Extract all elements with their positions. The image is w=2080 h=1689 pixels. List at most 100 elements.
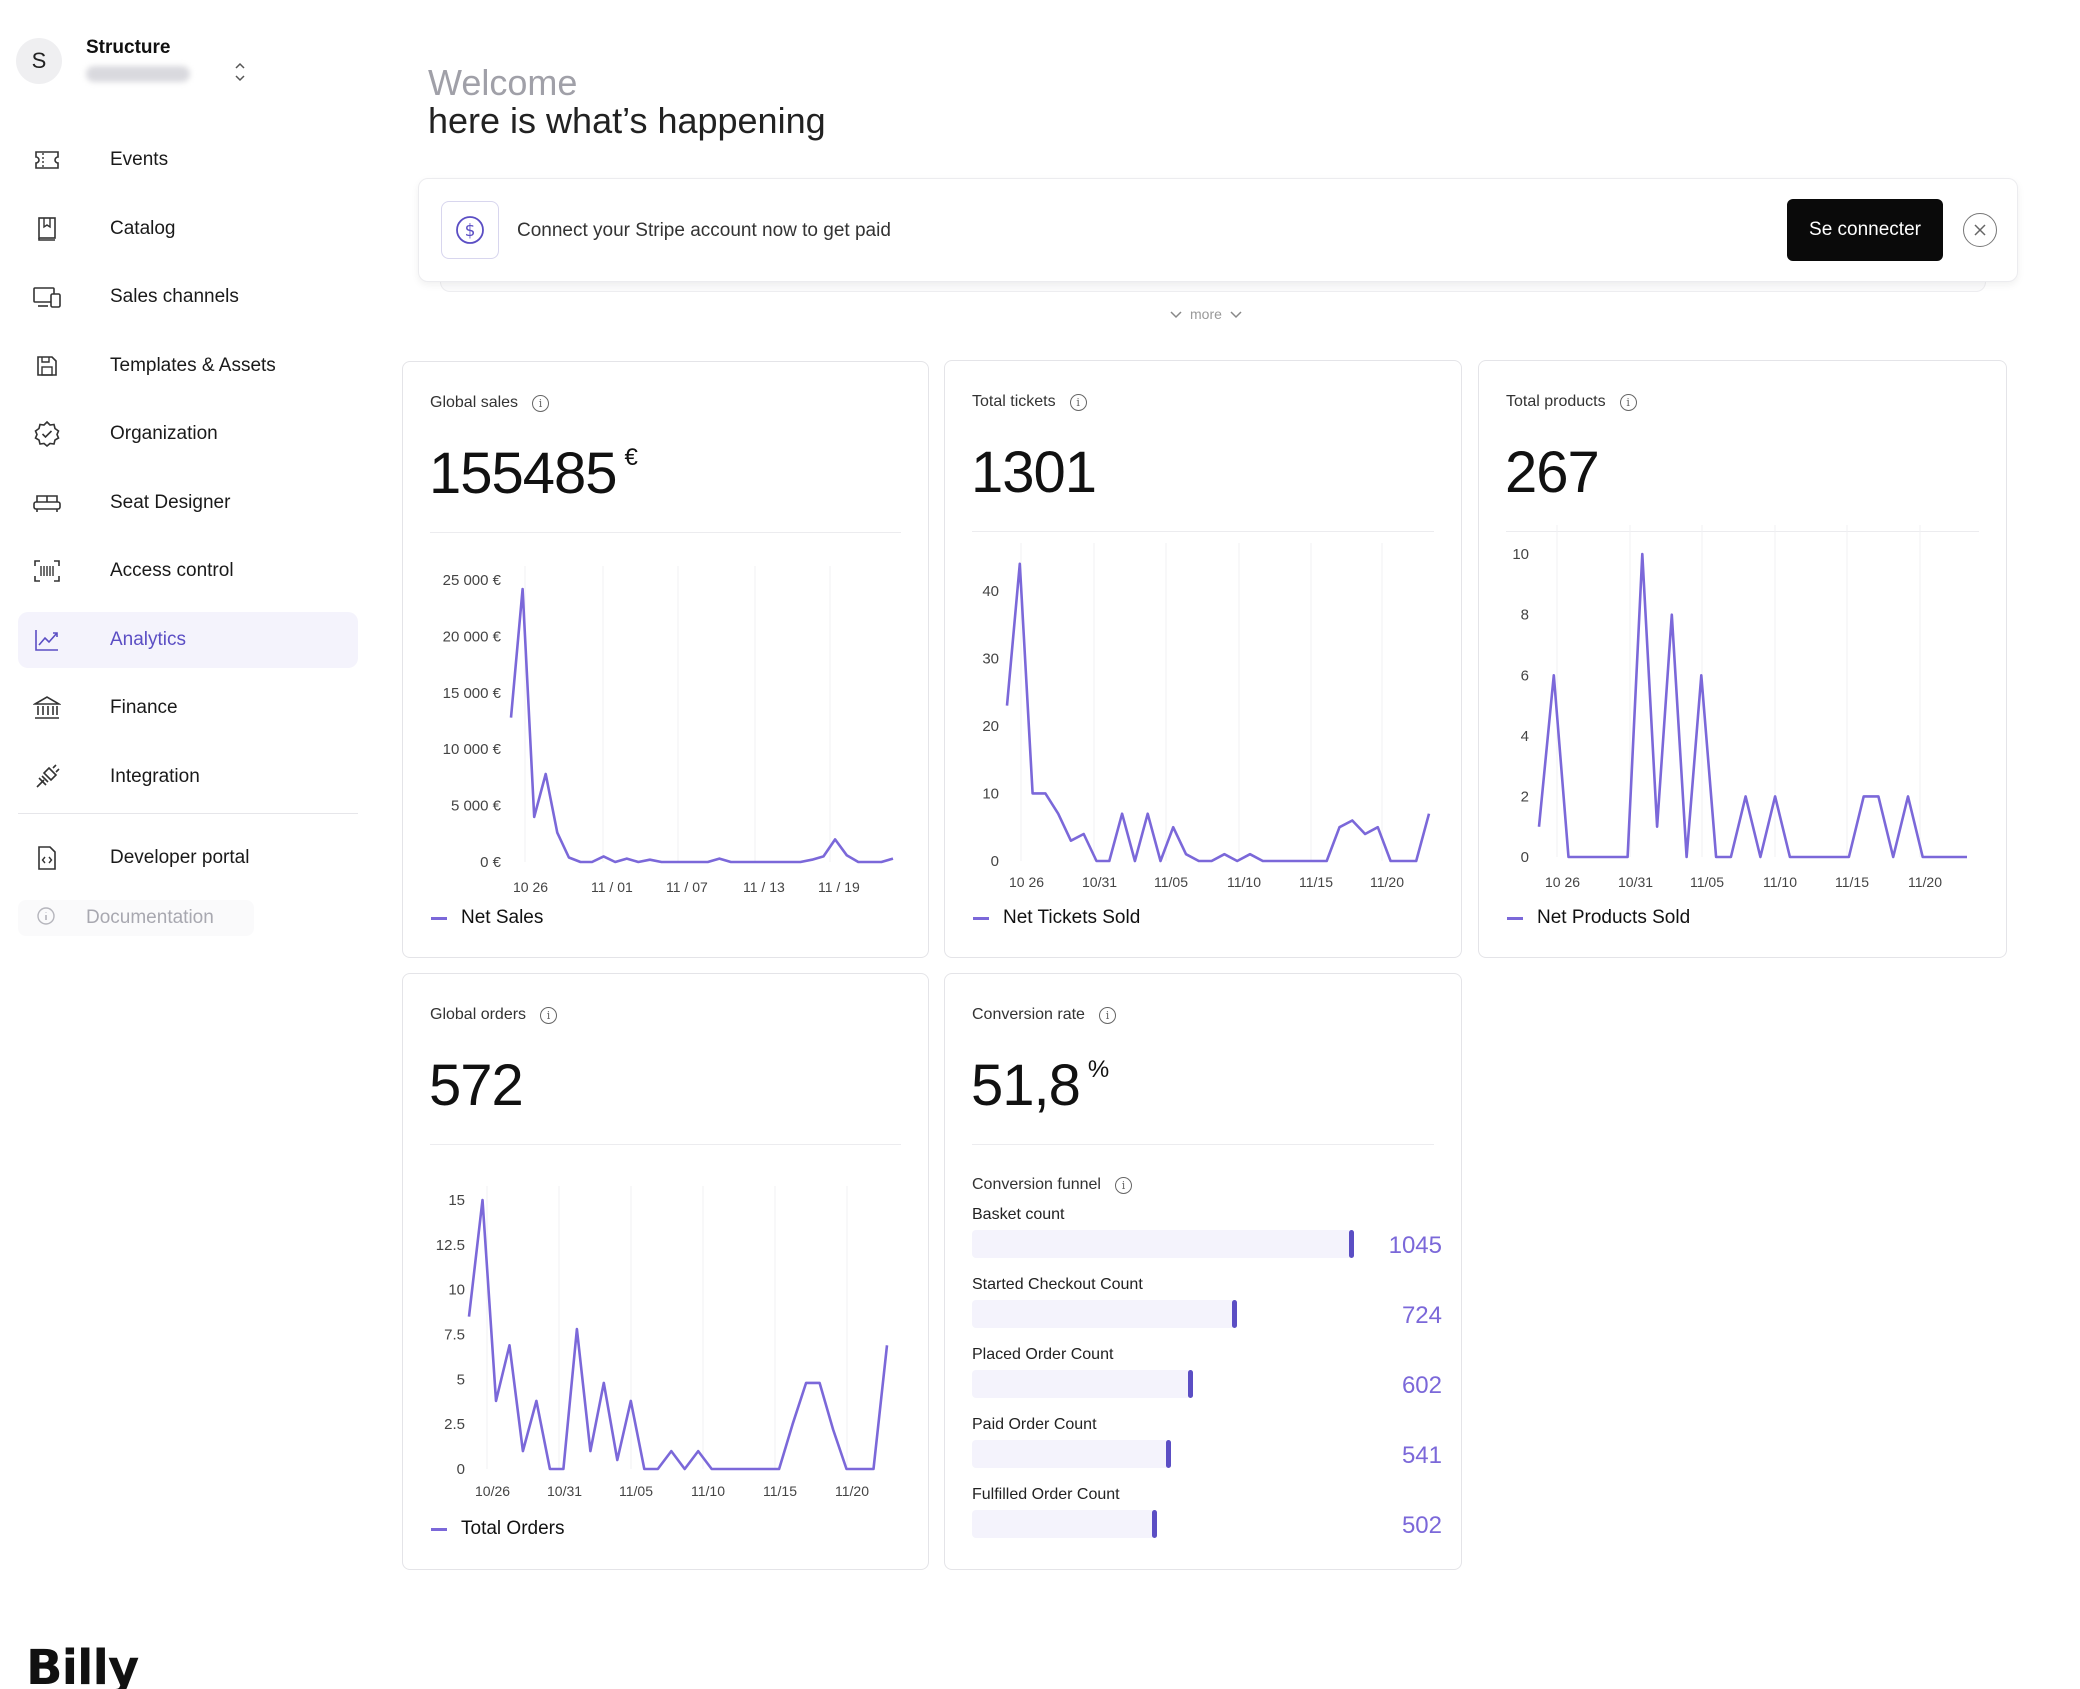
card-value-number: 1301 — [971, 440, 1097, 505]
card-value: 572 — [429, 1052, 524, 1119]
info-icon — [36, 906, 56, 931]
x-tick-label: 10 26 — [1009, 874, 1044, 890]
card-divider — [430, 532, 901, 533]
sidebar-item-templates[interactable]: Templates & Assets — [18, 338, 358, 394]
funnel-bar-end — [1232, 1300, 1238, 1328]
y-tick-label: 0 € — [480, 854, 502, 871]
sales-line-chart: 0 € 5 000 € 10 000 € 15 000 € 20 000 € 25 000… — [443, 566, 894, 895]
sidebar-item-analytics[interactable]: Analytics — [18, 611, 358, 668]
connect-button[interactable]: Se connecter — [1787, 199, 1943, 261]
info-icon[interactable]: i — [1114, 1176, 1132, 1194]
funnel-value: 502 — [1401, 1512, 1442, 1539]
sidebar-item-seat-designer[interactable]: Seat Designer — [18, 475, 358, 531]
info-icon[interactable]: i — [532, 394, 550, 412]
sidebar-item-label: Developer portal — [110, 847, 250, 868]
sidebar-item-sales-channels[interactable]: Sales channels — [18, 269, 358, 325]
sidebar-item-events[interactable]: Events — [18, 132, 358, 188]
x-tick-label: 11 / 19 — [818, 879, 860, 895]
welcome-text: Welcome — [428, 62, 578, 103]
sidebar-item-organization[interactable]: Organization — [18, 406, 358, 462]
funnel-track — [972, 1300, 1238, 1328]
sidebar-item-finance[interactable]: Finance — [18, 680, 358, 736]
total-tickets-card: Total tickets i 1301 0 10 20 30 40 10 26 10/31 1… — [944, 360, 1462, 958]
sidebar-item-label: Finance — [110, 697, 178, 718]
funnel-bar-end — [1187, 1370, 1193, 1398]
conversion-rate-card: Conversion rate i 51,8% Conversion funnel… — [944, 973, 1462, 1570]
info-icon[interactable]: i — [1098, 1006, 1116, 1024]
card-title: Total tickets i — [972, 393, 1087, 411]
info-icon[interactable]: i — [540, 1006, 558, 1024]
y-tick-label: 12.5 — [436, 1237, 465, 1254]
card-value-unit: € — [624, 444, 638, 471]
y-tick-label: 10 — [982, 785, 999, 802]
more-toggle[interactable]: more — [1170, 306, 1242, 322]
funnel-title-text: Conversion funnel — [972, 1176, 1101, 1193]
y-tick-label: 15 — [448, 1192, 465, 1209]
sidebar-secondary-nav: Developer portal Documentation — [18, 830, 358, 936]
sidebar-item-integration[interactable]: Integration — [18, 749, 358, 805]
funnel-row: Paid Order Count 541 — [972, 1416, 1442, 1480]
x-tick-label: 10/26 — [475, 1483, 510, 1499]
sidebar-item-label: Sales channels — [110, 286, 239, 307]
ticket-icon — [32, 145, 62, 175]
x-tick-label: 11/05 — [1690, 874, 1724, 890]
x-tick-label: 11 / 13 — [743, 879, 785, 895]
funnel-track — [972, 1230, 1354, 1258]
sidebar-item-label: Events — [110, 149, 169, 170]
funnel-label: Basket count — [972, 1206, 1065, 1223]
barcode-scan-icon — [32, 556, 62, 586]
svg-text:$: $ — [465, 221, 476, 241]
sidebar-divider — [18, 813, 358, 814]
info-icon[interactable]: i — [1619, 393, 1637, 411]
devices-icon — [32, 282, 62, 312]
card-title-text: Global sales — [430, 394, 519, 411]
x-tick-label: 11/15 — [1299, 874, 1333, 890]
code-file-icon — [32, 843, 62, 873]
sidebar-item-access-control[interactable]: Access control — [18, 543, 358, 599]
card-title: Conversion rate i — [972, 1006, 1116, 1024]
org-switcher[interactable]: S Structure — [16, 37, 245, 84]
card-value-number: 267 — [1505, 440, 1600, 505]
funnel-value: 1045 — [1388, 1232, 1442, 1259]
chevron-down-icon — [1230, 306, 1242, 322]
series-line — [1005, 562, 1431, 863]
card-title: Total products i — [1506, 393, 1637, 411]
series-line — [467, 1198, 889, 1471]
funnel-label: Fulfilled Order Count — [972, 1486, 1120, 1503]
funnel-row: Placed Order Count 602 — [972, 1346, 1442, 1410]
x-tick-label: 10 26 — [1545, 874, 1580, 890]
sidebar-item-label: Integration — [110, 765, 200, 787]
funnel-label: Started Checkout Count — [972, 1276, 1143, 1293]
sidebar-item-developer-portal[interactable]: Developer portal — [18, 830, 358, 886]
funnel-value: 724 — [1401, 1302, 1442, 1329]
chevron-up-down-icon[interactable] — [230, 59, 250, 89]
y-tick-label: 10 — [1512, 546, 1529, 563]
funnel-value: 602 — [1401, 1372, 1442, 1399]
funnel-row: Basket count 1045 — [972, 1206, 1442, 1270]
sidebar-item-catalog[interactable]: Catalog — [18, 201, 358, 257]
funnel-track — [972, 1370, 1193, 1398]
sidebar-item-label: Organization — [110, 423, 218, 444]
sidebar-item-label: Analytics — [110, 628, 187, 650]
card-title: Global sales i — [430, 394, 550, 412]
y-tick-label: 0 — [1521, 849, 1529, 866]
save-icon — [32, 351, 62, 381]
x-tick-label: 11/10 — [1763, 874, 1797, 890]
series-line — [509, 587, 894, 864]
info-icon[interactable]: i — [1069, 393, 1087, 411]
brand-logo: Billy — [26, 1640, 139, 1689]
y-tick-label: 6 — [1521, 667, 1529, 684]
sidebar-item-documentation[interactable]: Documentation — [18, 900, 254, 936]
chart-legend: Net Sales — [431, 907, 543, 929]
y-tick-label: 20 000 € — [443, 628, 502, 645]
card-value: 51,8% — [971, 1052, 1109, 1119]
sofa-icon — [32, 488, 62, 518]
close-icon[interactable] — [1963, 213, 1997, 247]
card-value-number: 572 — [429, 1053, 524, 1118]
y-tick-label: 7.5 — [444, 1327, 465, 1344]
x-tick-label: 11 / 07 — [666, 879, 708, 895]
more-label: more — [1190, 306, 1222, 322]
chart-line-icon — [32, 625, 62, 655]
legend-label: Total Orders — [461, 1518, 565, 1539]
funnel-value: 541 — [1401, 1442, 1442, 1469]
